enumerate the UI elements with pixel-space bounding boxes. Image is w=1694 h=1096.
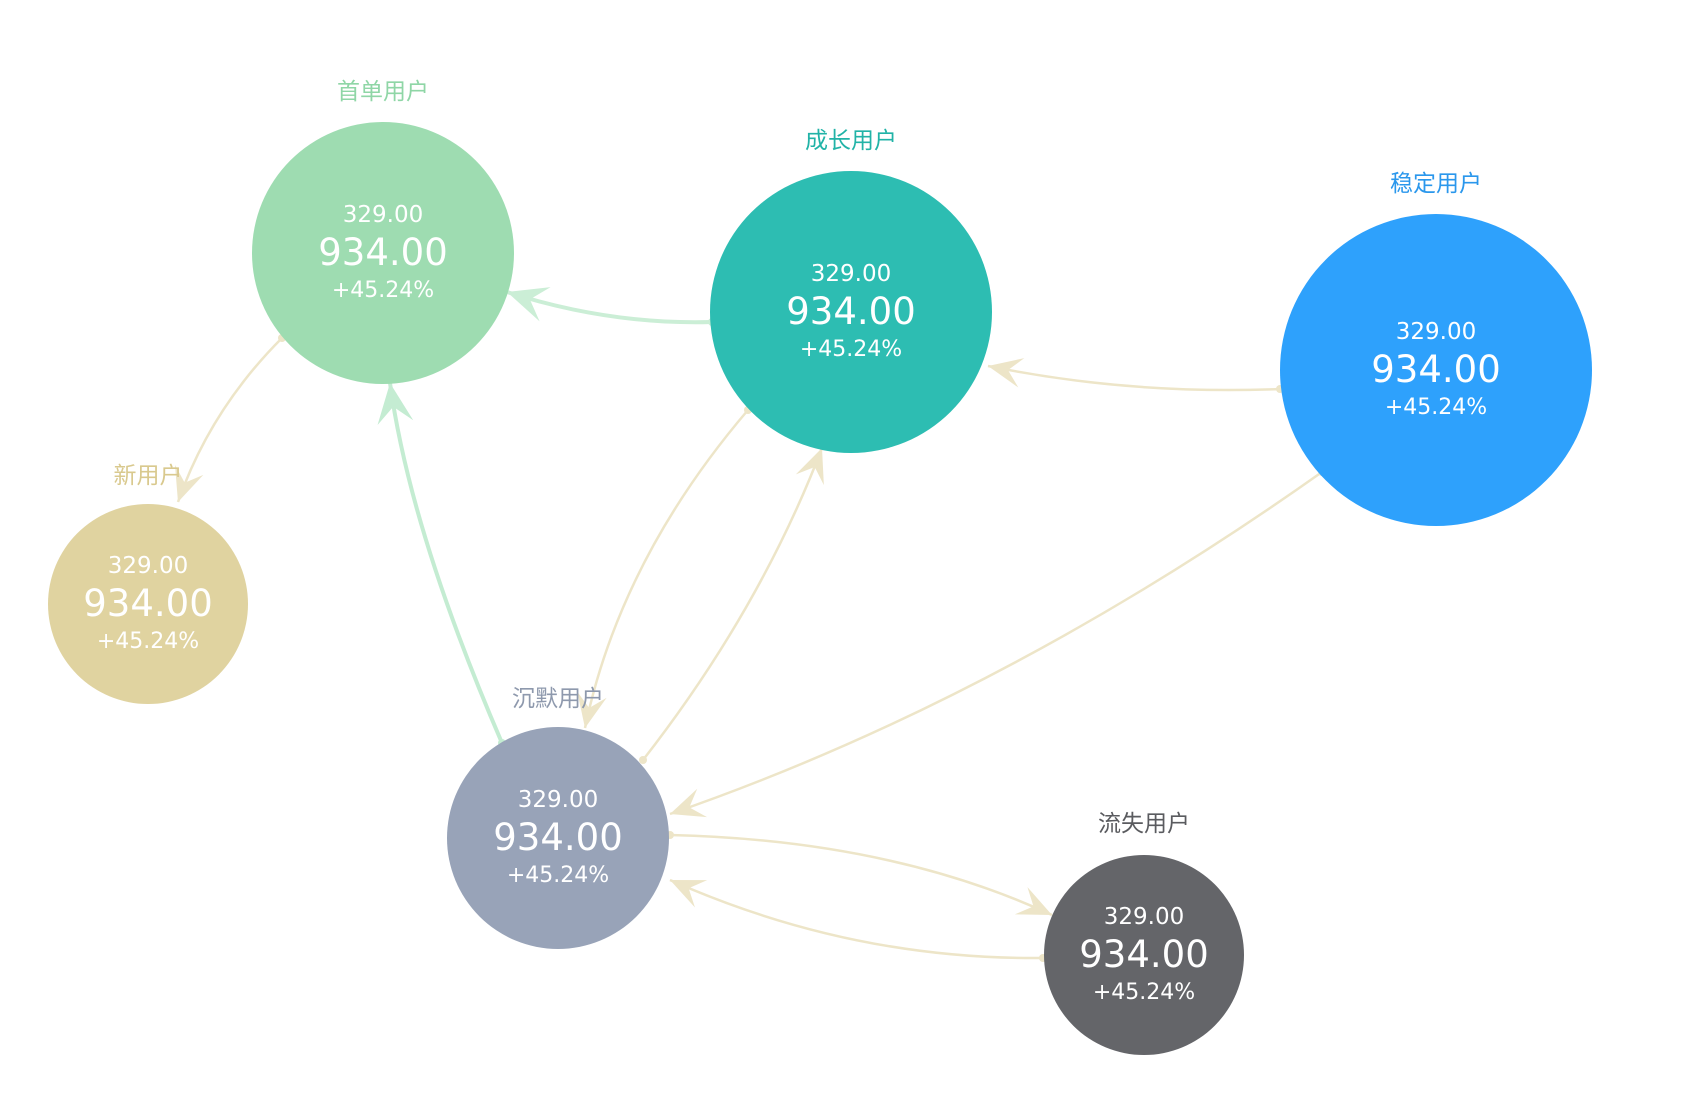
node-value-main: 934.00 <box>786 290 916 333</box>
node-change: +45.24% <box>1092 980 1196 1005</box>
node-value-main: 934.00 <box>83 582 213 625</box>
arrowhead <box>507 287 551 322</box>
node-value-top: 329.00 <box>517 787 599 813</box>
edge-silent-to-first <box>388 382 504 744</box>
arrowhead <box>795 448 824 486</box>
edge-stable-to-growth <box>987 364 1281 392</box>
arrowhead <box>670 788 708 818</box>
arrowhead <box>175 464 204 502</box>
node-value-main: 934.00 <box>318 231 448 274</box>
edge-start-dot <box>639 756 647 764</box>
node-change: +45.24% <box>799 337 903 362</box>
node-value-top: 329.00 <box>1103 904 1185 930</box>
arrowhead <box>670 880 708 908</box>
edge-growth-to-silent <box>583 409 749 729</box>
edge-silent-to-lost <box>669 833 1053 917</box>
node-circle-silent[interactable]: 329.00 934.00 +45.24% <box>447 727 669 949</box>
arrowhead <box>377 383 414 426</box>
node-change: +45.24% <box>506 863 610 888</box>
arrowhead <box>1014 887 1052 915</box>
edge-lost-to-silent <box>669 878 1044 960</box>
node-change: +45.24% <box>1384 395 1488 420</box>
node-title-stable: 稳定用户 <box>1390 171 1482 197</box>
node-value-main: 934.00 <box>1371 348 1501 391</box>
node-value-main: 934.00 <box>1079 933 1209 976</box>
node-circle-stable[interactable]: 329.00 934.00 +45.24% <box>1280 214 1592 526</box>
node-circle-first[interactable]: 329.00 934.00 +45.24% <box>252 122 514 384</box>
edge-first-to-new <box>176 337 283 503</box>
node-title-new: 新用户 <box>113 463 183 489</box>
edge-stable-to-silent <box>669 470 1323 816</box>
node-change: +45.24% <box>96 629 200 654</box>
node-value-top: 329.00 <box>342 202 424 228</box>
node-circle-lost[interactable]: 329.00 934.00 +45.24% <box>1044 855 1244 1055</box>
node-value-top: 329.00 <box>810 261 892 287</box>
edge-growth-to-first <box>506 290 713 325</box>
node-value-top: 329.00 <box>107 553 189 579</box>
edge-silent-to-growth <box>642 447 824 761</box>
node-circle-growth[interactable]: 329.00 934.00 +45.24% <box>710 171 992 453</box>
node-circle-new[interactable]: 329.00 934.00 +45.24% <box>48 504 248 704</box>
node-title-lost: 流失用户 <box>1098 811 1190 837</box>
arrowhead <box>988 358 1025 388</box>
arrowhead <box>577 691 607 728</box>
node-value-main: 934.00 <box>493 816 623 859</box>
node-title-first: 首单用户 <box>337 79 429 105</box>
node-title-growth: 成长用户 <box>805 128 897 154</box>
node-change: +45.24% <box>331 278 435 303</box>
node-title-silent: 沉默用户 <box>512 686 604 712</box>
node-value-top: 329.00 <box>1395 319 1477 345</box>
